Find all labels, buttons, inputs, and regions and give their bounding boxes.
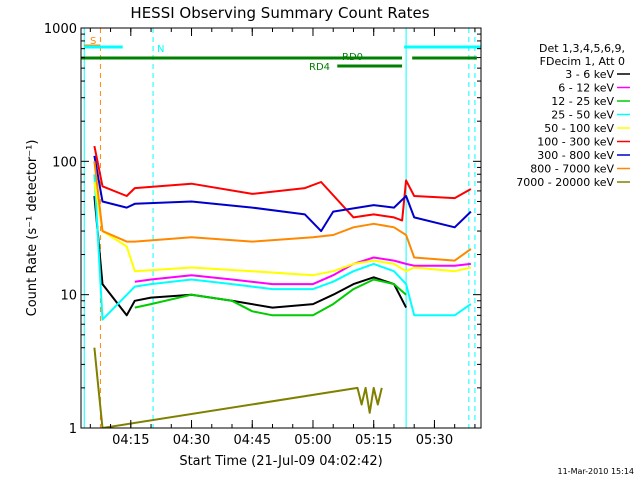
legend-label: 12 - 25 keV (551, 95, 614, 108)
night-flag-label: N (157, 44, 164, 55)
series-line-3 (93, 174, 472, 321)
legend-label: 50 - 100 keV (544, 122, 614, 135)
legend-label: 100 - 300 keV (537, 136, 614, 149)
legend-label: 7000 - 20000 keV (516, 176, 614, 189)
series-line-4 (93, 181, 472, 277)
legend-label: 300 - 800 keV (537, 149, 614, 162)
rd0-flag-label: RD0 (342, 52, 363, 63)
y-axis-label: Count Rate (s⁻¹ detector⁻¹) (25, 140, 40, 317)
axis-layer: 04:15 04:30 04:45 05:00 05:15 05:30 1 10 100 1000 (44, 22, 481, 448)
series-line-1 (134, 256, 472, 286)
x-axis-label: Start Time (21-Jul-09 04:02:42) (179, 454, 382, 469)
legend-header-line: Det 1,3,4,5,6,9, (539, 42, 625, 55)
plot-frame (80, 27, 482, 429)
series-line-0 (93, 195, 407, 317)
rd4-flag-label: RD4 (309, 62, 330, 73)
legend-label: 800 - 7000 keV (530, 163, 614, 176)
legend-header-line: FDecim 1, Att 0 (540, 55, 625, 68)
series-line-7 (93, 161, 472, 262)
series-line-2 (134, 278, 407, 317)
legend-label: 25 - 50 keV (551, 109, 614, 122)
legend-label: 3 - 6 keV (565, 68, 614, 81)
x-tick-label: 05:30 (416, 433, 453, 448)
saa-flag-label: S (90, 36, 96, 47)
legend: Det 1,3,4,5,6,9,FDecim 1, Att 03 - 6 keV… (516, 42, 630, 189)
legend-label: 6 - 12 keV (558, 82, 614, 95)
x-tick-label: 04:30 (173, 433, 210, 448)
y-tick-label: 100 (52, 155, 77, 170)
series-line-6 (93, 155, 472, 233)
chart-title: HESSI Observing Summary Count Rates (130, 4, 429, 22)
overlay-layer: S N RD0 RD4 (81, 28, 481, 428)
y-tick-label: 1000 (44, 22, 77, 37)
footer-timestamp: 11-Mar-2010 15:14 (558, 467, 635, 476)
series-line-8 (93, 347, 383, 428)
x-tick-label: 04:15 (112, 433, 149, 448)
x-tick-label: 05:15 (355, 433, 392, 448)
series-layer (93, 145, 472, 428)
x-tick-label: 05:00 (294, 433, 331, 448)
x-tick-label: 04:45 (234, 433, 271, 448)
series-line-5 (93, 145, 472, 222)
y-tick-label: 1 (69, 422, 77, 437)
y-tick-label: 10 (60, 289, 77, 304)
